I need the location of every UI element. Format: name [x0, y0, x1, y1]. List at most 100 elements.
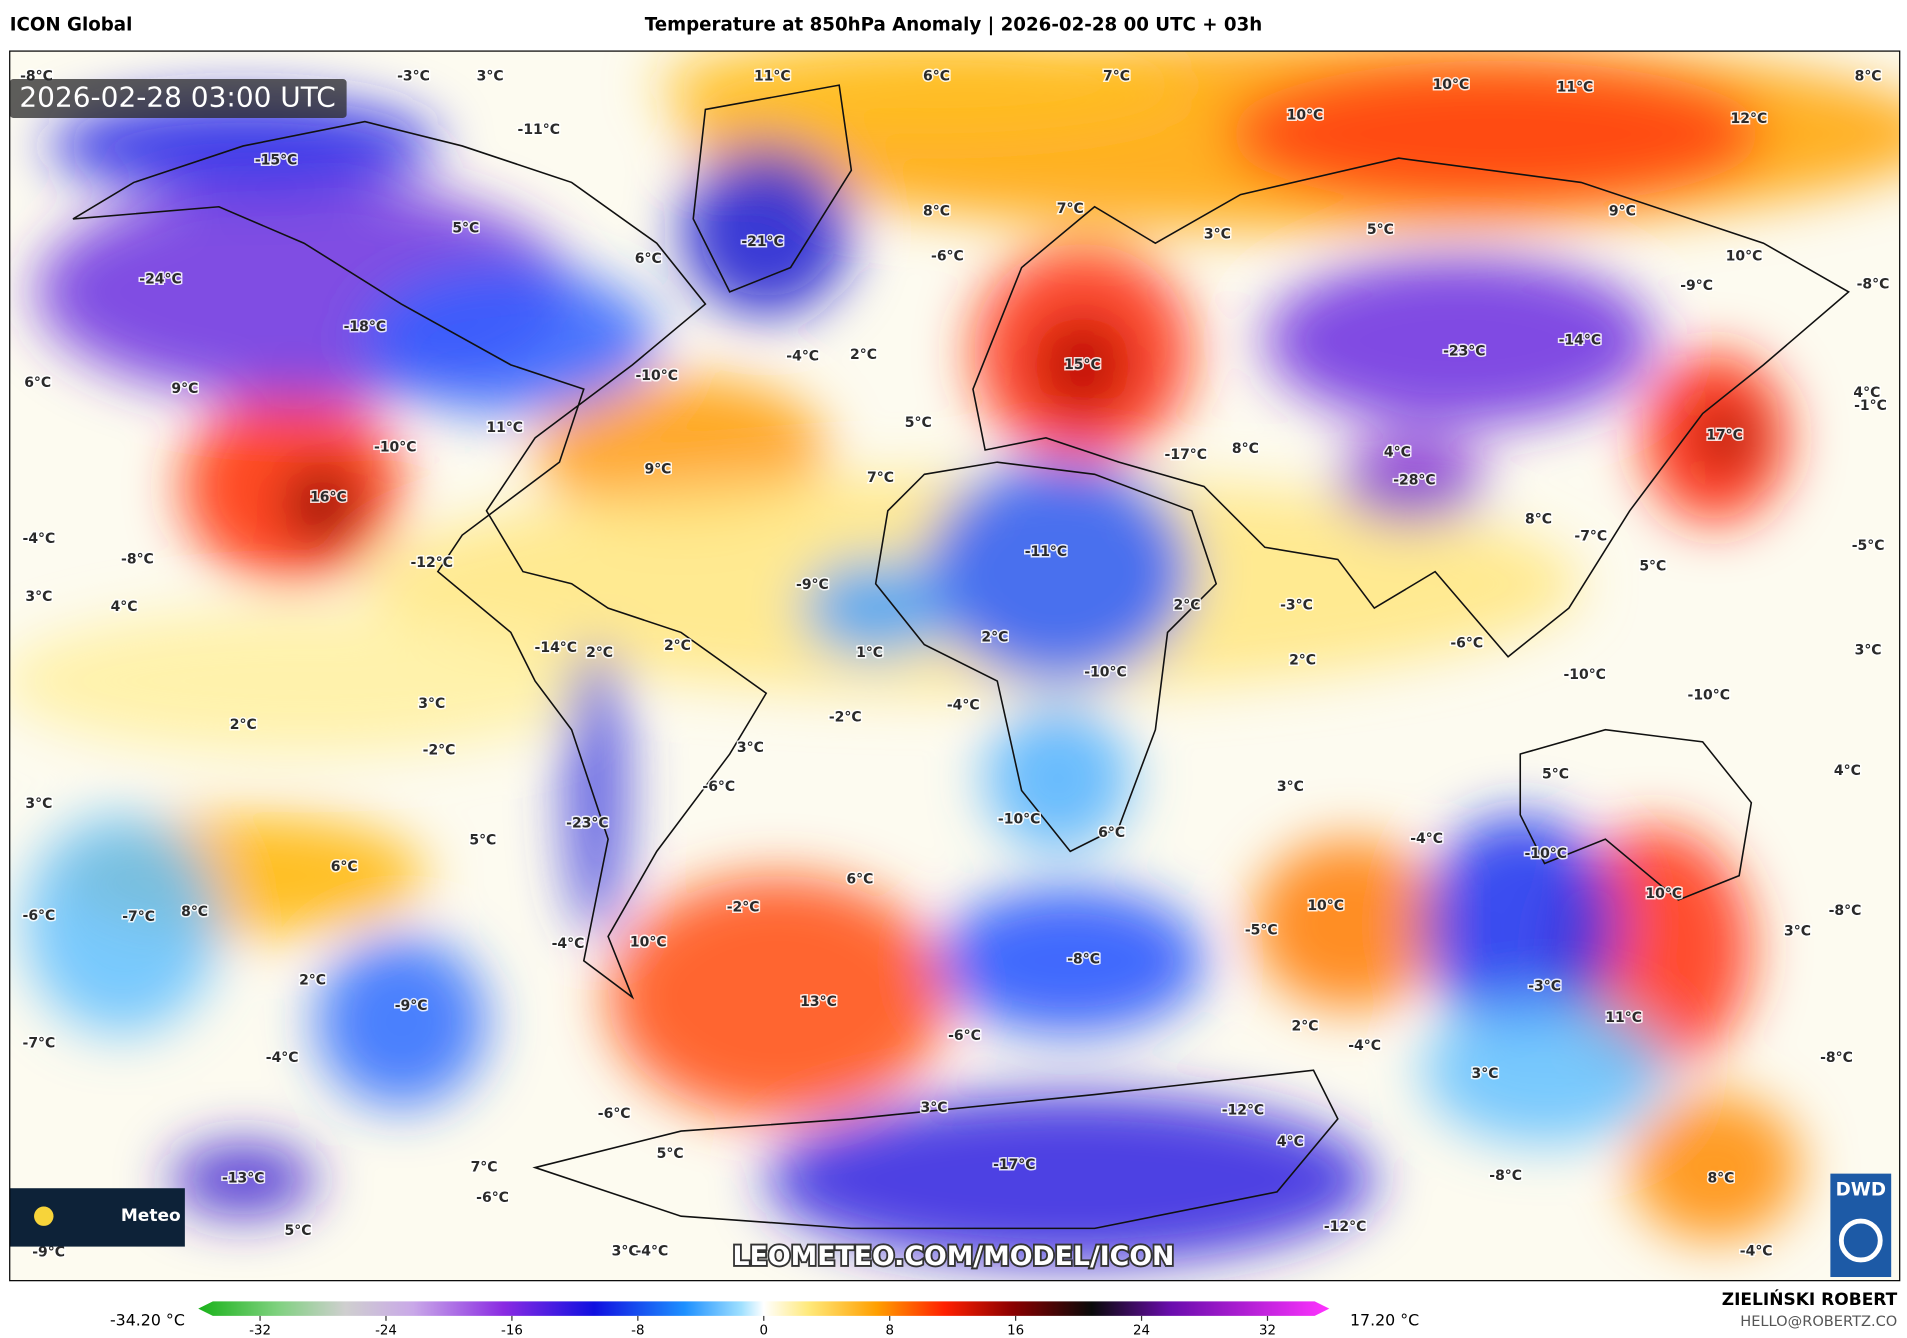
model-name: ICON Global: [10, 15, 133, 36]
badge-text: Meteo: [121, 1206, 181, 1226]
colorbar-tick-label: 32: [1259, 1324, 1276, 1338]
anomaly-region: [1252, 839, 1448, 1010]
map-label: 7°C: [867, 470, 894, 486]
map-label: 4°C: [1277, 1134, 1304, 1150]
map-label: 2°C: [664, 638, 691, 654]
map-label: 3°C: [1471, 1066, 1498, 1082]
colorbar-ticks: -32 -24 -16 -8 0 8 16 24 32: [249, 1315, 1276, 1338]
map-label: 9°C: [644, 461, 671, 477]
colorbar-tick-label: -24: [375, 1324, 397, 1338]
map-label: -8°C: [121, 551, 154, 567]
anomaly-region: [936, 887, 1205, 1034]
map-label: 5°C: [1542, 767, 1569, 783]
map-label: 4°C: [1384, 444, 1411, 460]
sun-icon: [34, 1206, 54, 1226]
map-label: -15°C: [255, 153, 297, 169]
map-label: -3°C: [1280, 598, 1313, 614]
map-label: -8°C: [1829, 903, 1862, 919]
anomaly-region: [1422, 814, 1618, 1034]
map-label: 5°C: [905, 415, 932, 431]
map-label: -3°C: [397, 69, 430, 85]
map-label: 4°C: [111, 599, 138, 615]
map-label: 5°C: [657, 1146, 684, 1162]
coastlines: [72, 84, 1850, 1230]
map-label: 15°C: [1064, 357, 1101, 373]
anomaly-region: [364, 267, 657, 414]
map-label: 11°C: [1605, 1010, 1642, 1026]
map-label: -11°C: [518, 122, 560, 138]
map-label: 11°C: [1557, 80, 1594, 96]
map-label: 3°C: [25, 589, 52, 605]
map-label: 12°C: [1731, 111, 1768, 127]
map-labels: -8°C -3°C 3°C 11°C 6°C 7°C 10°C 11°C 8°C 10°C 12°C…: [19, 67, 1891, 1262]
map-label: 10°C: [1645, 886, 1682, 902]
map-label: 10°C: [1726, 249, 1763, 265]
map-label: 2°C: [1289, 652, 1316, 668]
map-label: -23°C: [566, 815, 608, 831]
colorbar-min: -34.20 °C: [110, 1310, 185, 1329]
anomaly-region: [766, 1094, 1375, 1265]
colorbar: [198, 1301, 1330, 1316]
map-label: 7°C: [471, 1160, 498, 1176]
map-label: -4°C: [23, 531, 56, 547]
map-label: -17°C: [1165, 447, 1207, 463]
colorbar-tick-label: 16: [1007, 1324, 1024, 1338]
map-label: 3°C: [25, 796, 52, 812]
map-label: 6°C: [331, 859, 358, 875]
map-label: -7°C: [122, 909, 155, 925]
map-label: -6°C: [1450, 635, 1483, 651]
anomaly-region: [1702, 413, 1752, 463]
map-title: Temperature at 850hPa Anomaly | 2026-02-…: [645, 15, 1263, 36]
map-label: -9°C: [395, 998, 428, 1014]
map-label: 2°C: [850, 347, 877, 363]
map-label: 5°C: [284, 1223, 311, 1239]
map-label: -10°C: [1688, 688, 1730, 704]
map-label: -9°C: [32, 1245, 65, 1261]
colorbar-tick-label: -16: [501, 1324, 523, 1338]
anomaly-region: [170, 1143, 317, 1217]
map-label: 2°C: [1174, 598, 1201, 614]
map-label: -4°C: [266, 1050, 299, 1066]
map-label: 3°C: [1277, 779, 1304, 795]
map-label: 8°C: [1525, 511, 1552, 527]
map-label: 2°C: [230, 717, 257, 733]
map-label: 5°C: [1639, 559, 1666, 575]
map-label: -17°C: [993, 1157, 1035, 1173]
map-label: 11°C: [754, 69, 791, 85]
map-label: 5°C: [452, 221, 479, 237]
anomaly-region: [1228, 60, 1764, 207]
map-label: 10°C: [1433, 77, 1470, 93]
map-label: -4°C: [636, 1243, 669, 1259]
anomaly-field: [9, 51, 1900, 1265]
colorbar-tick-label: 0: [760, 1324, 768, 1338]
map-label: 6°C: [24, 375, 51, 391]
map-label: -23°C: [1443, 343, 1485, 359]
map-label: 11°C: [486, 420, 523, 436]
map-label: 2°C: [586, 645, 613, 661]
map-label: -7°C: [23, 1035, 56, 1051]
map-label: 1°C: [856, 645, 883, 661]
map-label: -6°C: [23, 908, 56, 924]
map-label: -10°C: [636, 368, 678, 384]
anomaly-region: [9, 608, 609, 755]
anomaly-region: [985, 705, 1132, 852]
anomaly-region: [1264, 255, 1655, 426]
map-label: 8°C: [923, 204, 950, 220]
map-label: 6°C: [1098, 825, 1125, 841]
map-label: -10°C: [1525, 846, 1567, 862]
map-label: -6°C: [598, 1106, 631, 1122]
map-label: -14°C: [1559, 333, 1601, 349]
map-label: -8°C: [1857, 277, 1890, 293]
map-label: -4°C: [1740, 1243, 1773, 1259]
anomaly-region: [1629, 1094, 1800, 1241]
map-label: -8°C: [1489, 1168, 1522, 1184]
map-label: 3°C: [477, 69, 504, 85]
map-label: -11°C: [1025, 544, 1067, 560]
colorbar-tick-label: -32: [249, 1324, 271, 1338]
map-label: -1°C: [1854, 398, 1887, 414]
timestamp: 2026-02-28 03:00 UTC: [19, 81, 335, 114]
map-label: -3°C: [1528, 978, 1561, 994]
map-label: -4°C: [1348, 1038, 1381, 1054]
map-label: 2°C: [299, 972, 326, 988]
